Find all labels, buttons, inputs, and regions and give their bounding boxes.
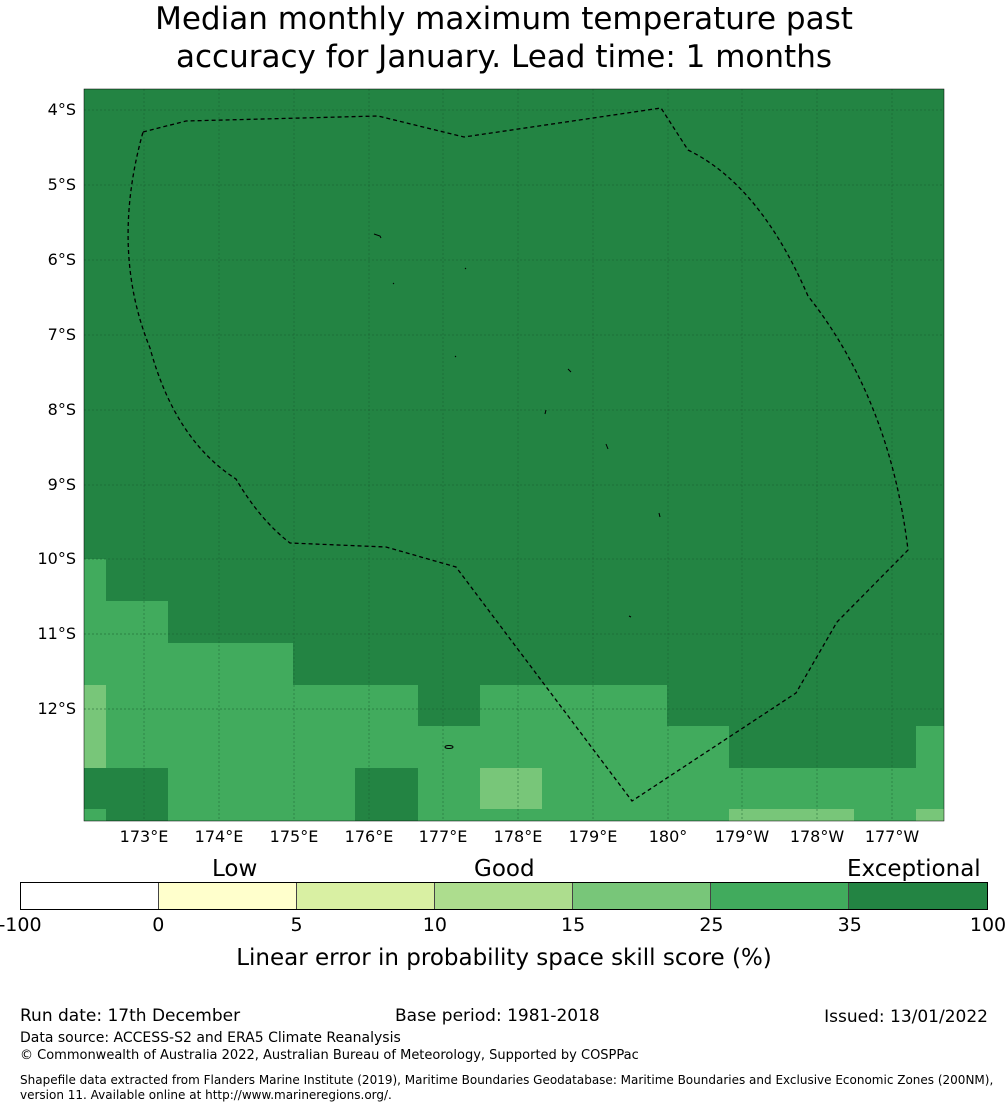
latitude-label: 8°S: [47, 400, 76, 419]
island: [464, 267, 467, 270]
colorbar-tick-label: 35: [837, 914, 862, 936]
issued-date: Issued: 13/01/2022: [824, 1007, 988, 1027]
colorbar-segment: [573, 883, 711, 909]
title-line-1: Median monthly maximum temperature past: [155, 1, 853, 37]
category-exceptional: Exceptional: [847, 856, 981, 882]
skill-cell: [916, 726, 944, 821]
shapefile-credit-2: version 11. Available online at http://w…: [20, 1088, 392, 1102]
latitude-label: 12°S: [37, 699, 76, 718]
longitude-label: 176°E: [344, 827, 394, 846]
longitude-label: 178°W: [789, 827, 845, 846]
latitude-label: 10°S: [37, 549, 76, 568]
skill-cell: [106, 809, 168, 821]
colorbar-segment: [435, 883, 573, 909]
longitude-label: 180°: [648, 827, 688, 846]
skill-cell: [168, 643, 293, 821]
colorbar-tick-label: 5: [290, 914, 303, 936]
latitude-label: 4°S: [47, 100, 76, 119]
island: [544, 409, 547, 415]
latitude-label: 5°S: [47, 175, 76, 194]
island: [392, 282, 395, 285]
colorbar: [20, 882, 988, 910]
island: [567, 368, 572, 373]
colorbar-segment: [21, 883, 159, 909]
map-title: Median monthly maximum temperature past …: [0, 0, 1008, 76]
longitude-label: 177°E: [418, 827, 468, 846]
island: [658, 512, 661, 518]
map-frame: [83, 88, 945, 822]
copyright: © Commonwealth of Australia 2022, Austra…: [20, 1048, 639, 1063]
latitude-label: 11°S: [37, 624, 76, 643]
island: [444, 745, 454, 749]
colorbar-tick-label: 15: [561, 914, 586, 936]
colorbar-segment: [711, 883, 849, 909]
longitude-label: 177°W: [864, 827, 920, 846]
shapefile-credit-1: Shapefile data extracted from Flanders M…: [20, 1073, 994, 1087]
skill-cell: [84, 685, 106, 768]
longitude-label: 179°E: [568, 827, 618, 846]
category-low: Low: [212, 856, 258, 882]
colorbar-label: Linear error in probability space skill …: [236, 945, 772, 971]
colorbar-segment: [159, 883, 297, 909]
latitude-label: 9°S: [47, 475, 76, 494]
colorbar-tick-label: 100: [969, 914, 1007, 936]
data-source: Data source: ACCESS-S2 and ERA5 Climate …: [20, 1030, 401, 1046]
graticule: [84, 89, 944, 821]
title-line-2: accuracy for January. Lead time: 1 month…: [175, 39, 832, 75]
skill-cell: [84, 768, 168, 809]
colorbar-tick-label: -100: [0, 914, 42, 936]
island: [373, 233, 382, 239]
island: [454, 355, 457, 358]
run-date: Run date: 17th December: [20, 1006, 241, 1026]
longitude-label: 173°E: [119, 827, 169, 846]
base-period: Base period: 1981-2018: [395, 1006, 600, 1026]
colorbar-segment: [297, 883, 435, 909]
islands: [373, 233, 661, 749]
island: [628, 615, 632, 618]
skill-cell: [355, 768, 418, 821]
skill-cell: [106, 601, 168, 768]
latitude-label: 7°S: [47, 325, 76, 344]
island: [605, 443, 609, 450]
colorbar-tick-label: 0: [152, 914, 165, 936]
longitude-label: 179°W: [714, 827, 770, 846]
eez-boundary: [127, 107, 909, 802]
skill-cell: [418, 726, 480, 821]
longitude-label: 178°E: [493, 827, 543, 846]
skill-cell: [916, 809, 944, 821]
colorbar-tick-label: 25: [699, 914, 724, 936]
longitude-label: 175°E: [269, 827, 319, 846]
longitude-label: 174°E: [194, 827, 244, 846]
map-plot: [83, 88, 945, 822]
skill-cell: [667, 726, 729, 821]
skill-cell: [729, 809, 854, 821]
latitude-label: 6°S: [47, 250, 76, 269]
skill-grid: [84, 89, 944, 821]
skill-cell: [480, 768, 542, 809]
colorbar-segment: [849, 883, 987, 909]
colorbar-tick-label: 10: [422, 914, 447, 936]
category-good: Good: [474, 856, 535, 882]
